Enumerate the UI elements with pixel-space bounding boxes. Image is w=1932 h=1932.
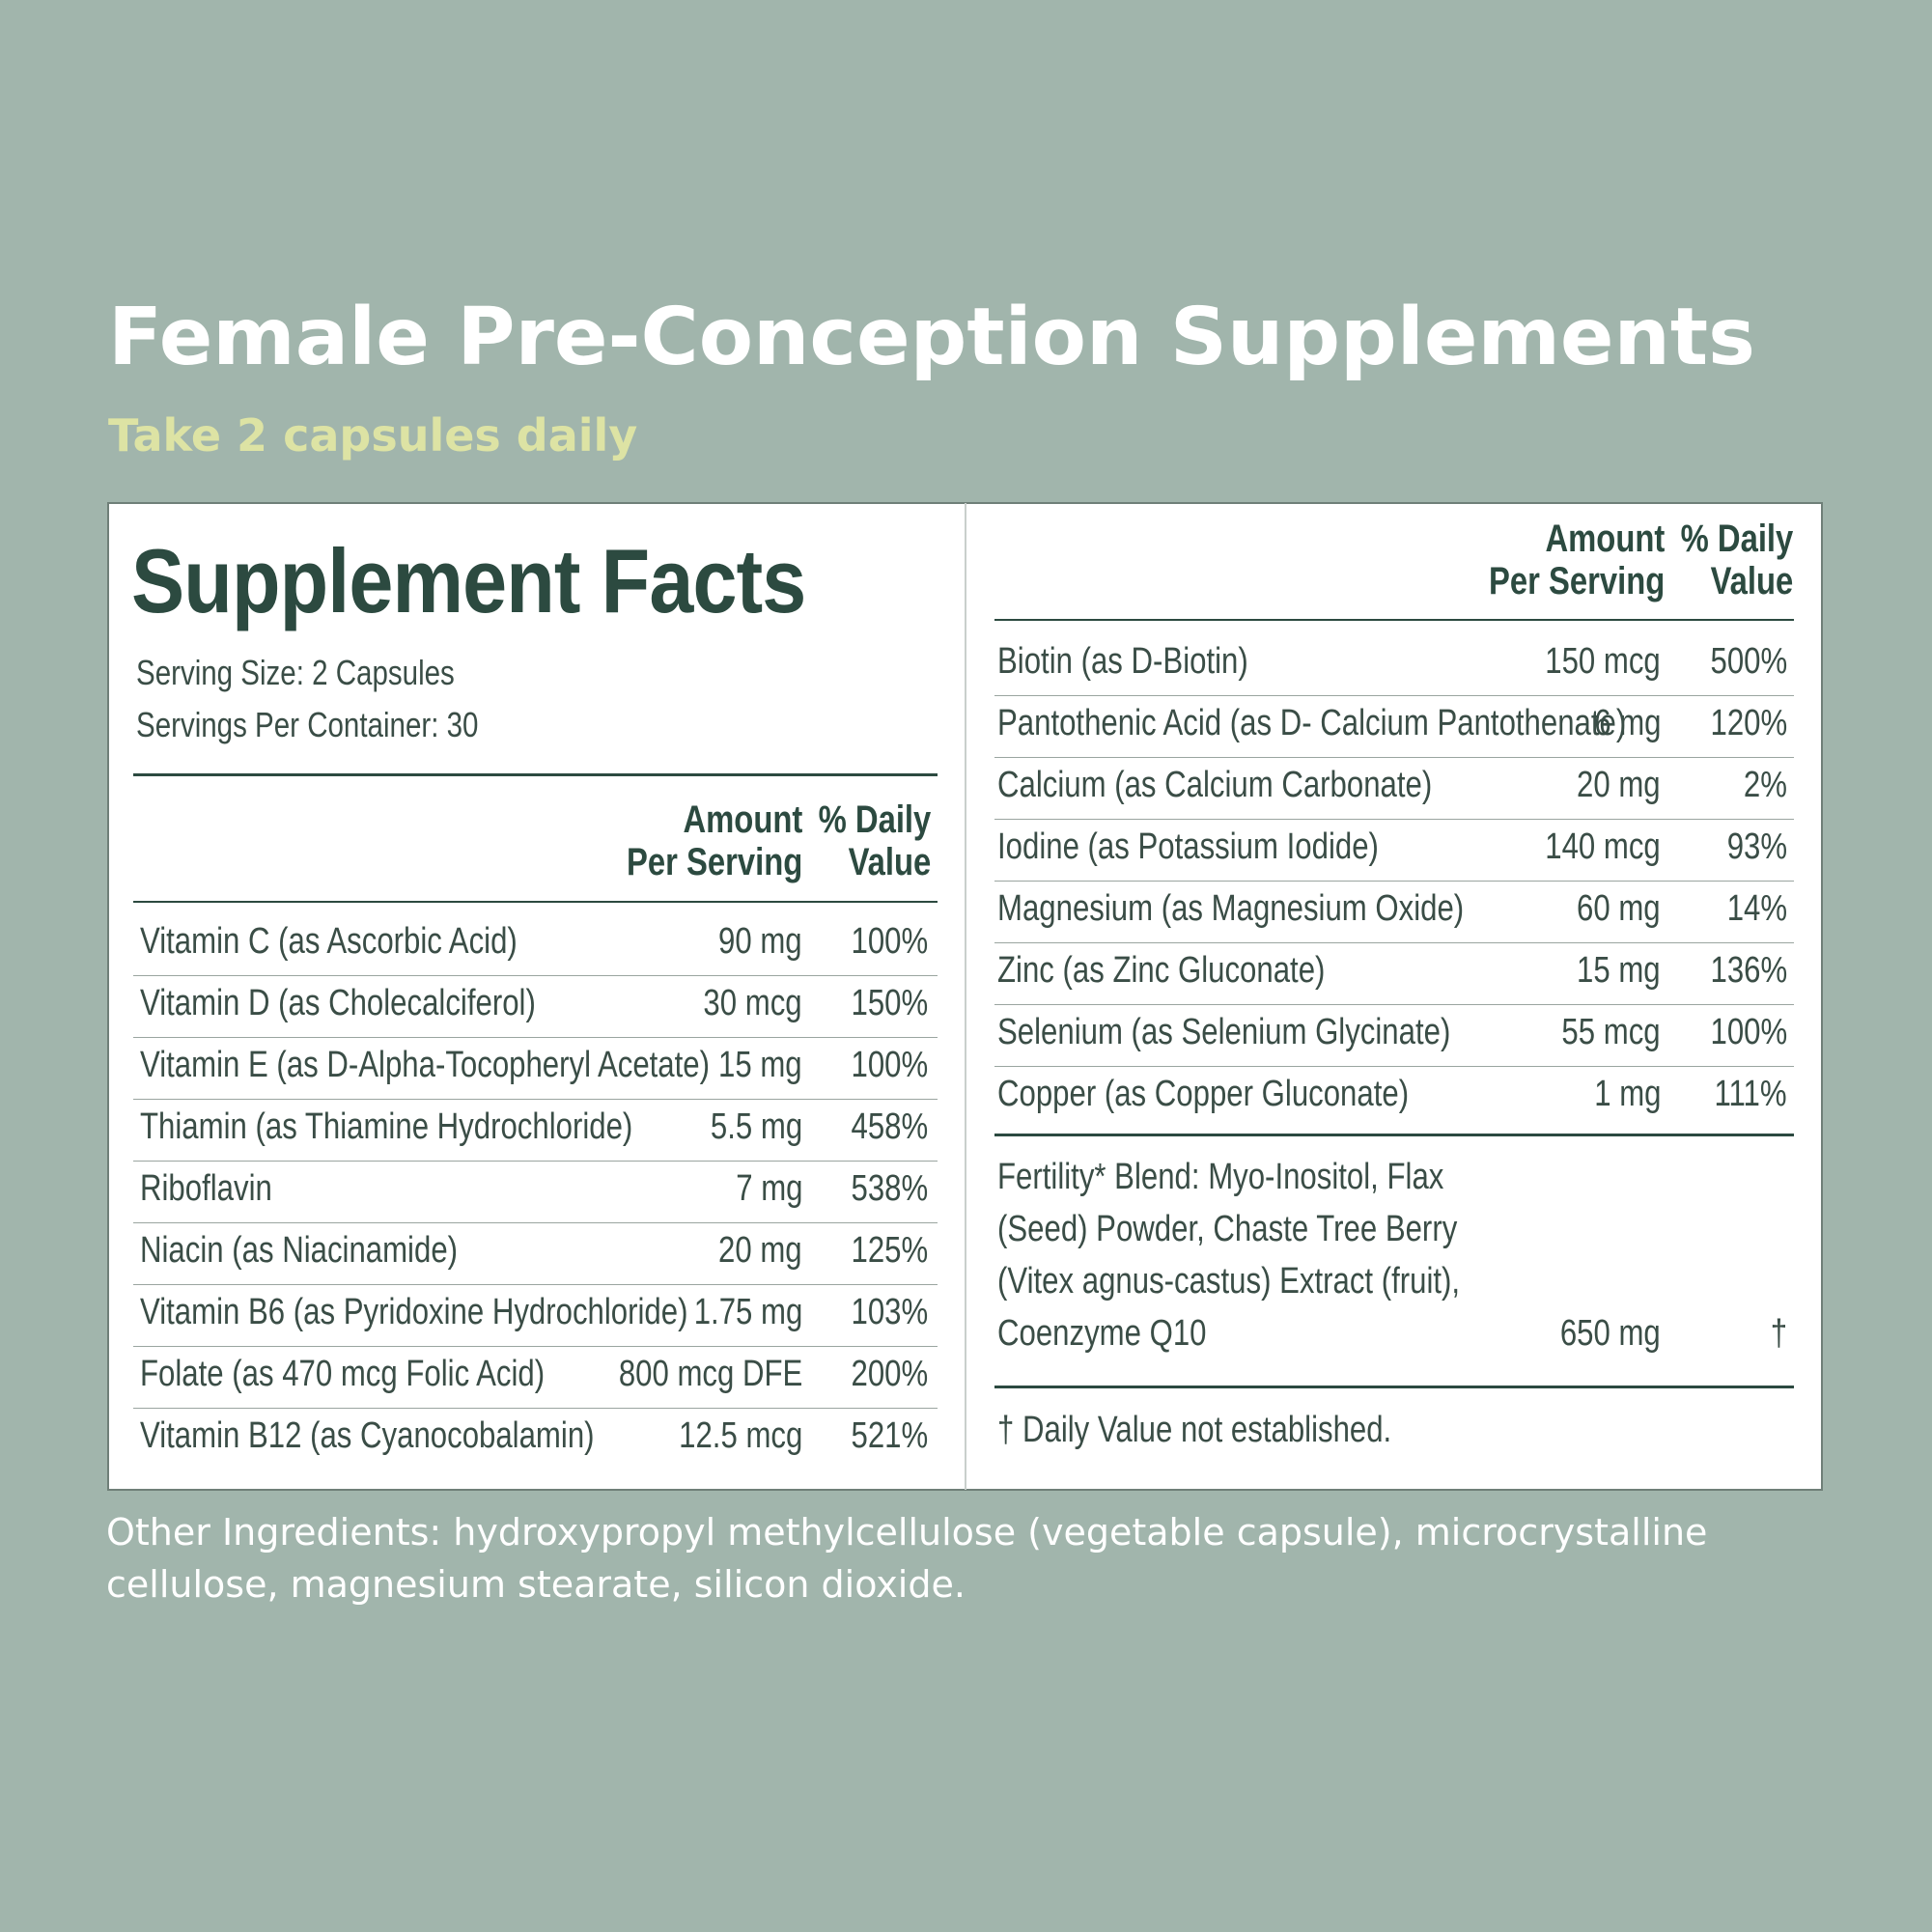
nutrient-name: Thiamin (as Thiamine Hydrochloride) — [140, 1106, 633, 1147]
nutrient-daily-value: 93% — [1726, 826, 1787, 867]
nutrient-amount: 140 mcg — [1545, 826, 1661, 867]
nutrient-amount: 30 mcg — [703, 983, 802, 1023]
nutrient-name: Folate (as 470 mcg Folic Acid) — [140, 1354, 546, 1394]
nutrient-name: Zinc (as Zinc Gluconate) — [997, 950, 1326, 991]
nutrient-amount: 12.5 mcg — [678, 1415, 802, 1456]
row-divider — [994, 881, 1794, 882]
supplement-facts-heading: Supplement Facts — [131, 530, 806, 631]
nutrient-name: Vitamin B12 (as Cyanocobalamin) — [140, 1415, 595, 1456]
nutrient-amount: 55 mcg — [1561, 1012, 1661, 1052]
blend-dv: † — [1770, 1313, 1787, 1354]
nutrient-amount: 20 mg — [718, 1230, 802, 1271]
nutrient-amount: 90 mg — [718, 921, 802, 962]
nutrient-name: Vitamin B6 (as Pyridoxine Hydrochloride) — [140, 1292, 688, 1332]
column-divider — [965, 503, 966, 1490]
row-divider — [133, 1037, 938, 1038]
nutrient-daily-value: 120% — [1710, 703, 1787, 743]
row-divider — [994, 1004, 1794, 1005]
serving-size: Serving Size: 2 Capsules — [136, 653, 455, 692]
left-top-rule — [133, 773, 938, 776]
row-divider — [994, 819, 1794, 820]
left-dv-header: % Daily Value — [818, 798, 931, 883]
nutrient-amount: 800 mcg DFE — [618, 1354, 802, 1394]
blend-amount: 650 mg — [1560, 1313, 1661, 1354]
nutrient-amount: 150 mcg — [1545, 641, 1661, 682]
blend-line-4: Coenzyme Q10 — [997, 1313, 1207, 1354]
right-amount-header: Amount Per Serving — [1488, 518, 1665, 602]
row-divider — [133, 1161, 938, 1162]
nutrient-daily-value: 103% — [851, 1292, 928, 1332]
nutrient-amount: 1 mg — [1593, 1074, 1661, 1114]
nutrient-name: Biotin (as D-Biotin) — [997, 641, 1248, 682]
nutrient-daily-value: 521% — [851, 1415, 928, 1456]
nutrient-daily-value: 200% — [851, 1354, 928, 1394]
nutrient-name: Vitamin E (as D-Alpha-Tocopheryl Acetate… — [140, 1045, 711, 1085]
left-amount-header: Amount Per Serving — [626, 798, 802, 883]
nutrient-amount: 7 mg — [735, 1168, 802, 1209]
row-divider — [133, 1284, 938, 1285]
nutrient-amount: 15 mg — [718, 1045, 802, 1085]
nutrient-amount: 5.5 mg — [710, 1106, 802, 1147]
nutrient-daily-value: 111% — [1714, 1074, 1787, 1114]
nutrient-daily-value: 500% — [1710, 641, 1787, 682]
dosage-subtitle: Take 2 capsules daily — [108, 409, 638, 462]
row-divider — [994, 757, 1794, 758]
nutrient-name: Selenium (as Selenium Glycinate) — [997, 1012, 1451, 1052]
row-divider — [133, 1222, 938, 1223]
blend-line-2: (Seed) Powder, Chaste Tree Berry — [997, 1209, 1458, 1249]
row-divider — [133, 1408, 938, 1409]
footnote: † Daily Value not established. — [997, 1410, 1392, 1450]
row-divider — [133, 1346, 938, 1347]
nutrient-amount: 15 mg — [1577, 950, 1661, 991]
row-divider — [994, 942, 1794, 943]
nutrient-amount: 1.75 mg — [693, 1292, 802, 1332]
nutrient-name: Niacin (as Niacinamide) — [140, 1230, 459, 1271]
page-title: Female Pre-Conception Supplements — [108, 292, 1755, 383]
row-divider — [133, 975, 938, 976]
nutrient-amount: 6 mg — [1593, 703, 1661, 743]
right-header-rule — [994, 619, 1794, 621]
right-dv-header: % Daily Value — [1680, 518, 1793, 602]
nutrient-daily-value: 125% — [851, 1230, 928, 1271]
nutrient-daily-value: 136% — [1710, 950, 1787, 991]
nutrient-name: Copper (as Copper Gluconate) — [997, 1074, 1410, 1114]
nutrient-daily-value: 458% — [851, 1106, 928, 1147]
nutrient-amount: 60 mg — [1577, 888, 1661, 929]
nutrient-daily-value: 150% — [851, 983, 928, 1023]
nutrient-amount: 20 mg — [1577, 765, 1661, 805]
nutrient-name: Vitamin D (as Cholecalciferol) — [140, 983, 536, 1023]
nutrient-daily-value: 538% — [851, 1168, 928, 1209]
nutrient-name: Riboflavin — [140, 1168, 272, 1209]
blend-line-1: Fertility* Blend: Myo-Inositol, Flax — [997, 1157, 1444, 1197]
blend-top-rule — [994, 1134, 1794, 1136]
nutrient-daily-value: 100% — [851, 1045, 928, 1085]
nutrient-name: Calcium (as Calcium Carbonate) — [997, 765, 1433, 805]
nutrient-name: Magnesium (as Magnesium Oxide) — [997, 888, 1465, 929]
nutrient-daily-value: 100% — [1710, 1012, 1787, 1052]
other-ingredients: Other Ingredients: hydroxypropyl methylc… — [106, 1511, 1708, 1606]
nutrient-daily-value: 2% — [1743, 765, 1787, 805]
nutrient-name: Vitamin C (as Ascorbic Acid) — [140, 921, 518, 962]
nutrient-name: Pantothenic Acid (as D- Calcium Pantothe… — [997, 703, 1627, 743]
servings-per-container: Servings Per Container: 30 — [136, 705, 479, 744]
nutrient-name: Iodine (as Potassium Iodide) — [997, 826, 1379, 867]
left-header-rule — [133, 901, 938, 903]
nutrient-daily-value: 100% — [851, 921, 928, 962]
nutrient-daily-value: 14% — [1726, 888, 1787, 929]
row-divider — [133, 1099, 938, 1100]
row-divider — [994, 1066, 1794, 1067]
blend-bottom-rule — [994, 1386, 1794, 1388]
row-divider — [994, 695, 1794, 696]
blend-line-3: (Vitex agnus-castus) Extract (fruit), — [997, 1261, 1461, 1302]
